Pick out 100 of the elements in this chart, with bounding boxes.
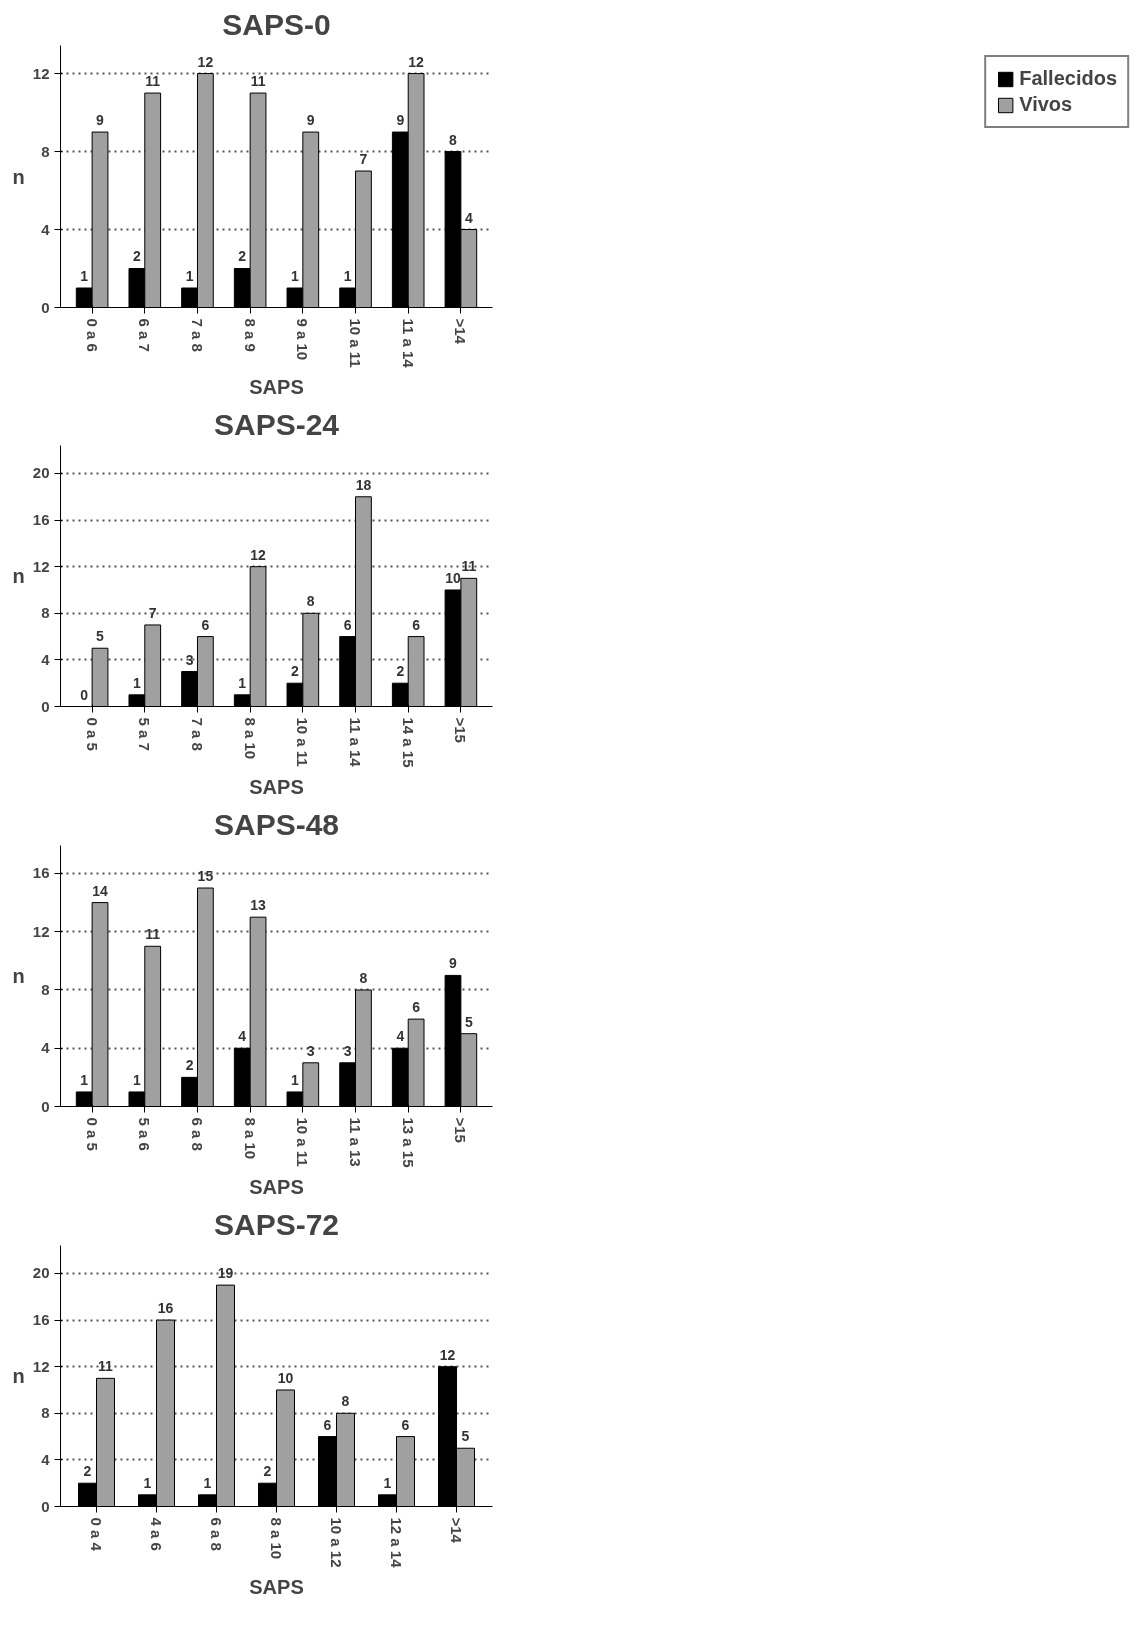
data-label: 9 xyxy=(396,112,405,129)
data-label: 5 xyxy=(464,1013,473,1030)
data-label: 2 xyxy=(291,663,300,680)
data-label: 10 xyxy=(445,569,461,586)
data-label: 15 xyxy=(197,868,214,885)
data-label: 12 xyxy=(197,53,214,70)
chart-title: SAPS-0 xyxy=(222,7,331,41)
x-tick-label: >15 xyxy=(452,1117,470,1143)
data-label: 1 xyxy=(185,267,194,284)
data-label: 4 xyxy=(238,1028,247,1045)
x-tick-label: 4 a 6 xyxy=(148,1517,165,1551)
data-label: 10 xyxy=(277,1369,294,1386)
y-tick-label: 8 xyxy=(41,980,50,998)
data-label: 8 xyxy=(341,1393,350,1410)
data-label: 12 xyxy=(408,53,425,70)
data-label: 6 xyxy=(323,1416,332,1433)
data-label: 8 xyxy=(306,593,315,610)
y-tick-label: 0 xyxy=(41,298,50,316)
data-label: 8 xyxy=(359,969,368,986)
x-tick-label: 14 a 15 xyxy=(399,717,417,768)
data-label: 7 xyxy=(148,604,157,621)
data-label: 1 xyxy=(133,1071,141,1088)
data-label: 9 xyxy=(96,112,105,129)
data-label: 7 xyxy=(359,151,368,168)
data-label: 4 xyxy=(396,1028,405,1045)
x-axis-title: SAPS xyxy=(249,1575,304,1598)
x-tick-label: 8 a 10 xyxy=(268,1517,285,1560)
x-axis-title: SAPS xyxy=(249,375,304,398)
y-tick-label: 16 xyxy=(32,511,50,529)
y-tick-label: 8 xyxy=(41,604,50,622)
x-tick-label: 11 a 14 xyxy=(347,717,365,768)
x-tick-label: 7 a 8 xyxy=(188,717,206,751)
x-tick-label: 8 a 10 xyxy=(241,1117,259,1160)
data-label: 11 xyxy=(461,558,477,575)
chart-title: SAPS-48 xyxy=(213,807,340,841)
y-tick-label: 4 xyxy=(41,1039,51,1057)
data-label: 13 xyxy=(250,897,267,914)
data-label: 18 xyxy=(355,476,372,493)
x-tick-label: 0 a 6 xyxy=(83,318,101,352)
data-label: 3 xyxy=(306,1042,315,1059)
data-label: 19 xyxy=(217,1265,234,1282)
data-label: 1 xyxy=(238,674,247,691)
x-tick-label: >14 xyxy=(448,1517,465,1544)
y-axis-title: n xyxy=(12,965,25,987)
data-label: 2 xyxy=(83,1463,92,1480)
data-label: 14 xyxy=(92,882,109,899)
y-tick-label: 20 xyxy=(32,1264,50,1282)
data-label: 1 xyxy=(133,674,141,691)
y-tick-label: 12 xyxy=(32,1357,50,1375)
y-tick-label: 8 xyxy=(41,142,50,160)
data-label: 5 xyxy=(96,628,105,645)
y-tick-label: 16 xyxy=(32,1311,50,1329)
x-tick-label: >14 xyxy=(452,318,470,345)
data-label: 6 xyxy=(412,616,421,633)
y-tick-label: 4 xyxy=(41,650,51,668)
x-tick-label: 10 a 11 xyxy=(294,1117,312,1167)
x-tick-label: >15 xyxy=(452,717,470,743)
y-axis-title: n xyxy=(12,1365,25,1387)
x-tick-label: 9 a 10 xyxy=(294,318,312,361)
y-axis-title: n xyxy=(12,565,25,587)
data-label: 6 xyxy=(201,616,210,633)
legend-label: Fallecidos xyxy=(1019,67,1117,90)
chart-title: SAPS-72 xyxy=(213,1207,340,1241)
data-label: 12 xyxy=(250,546,267,563)
data-label: 11 xyxy=(250,73,266,90)
data-label: 11 xyxy=(145,926,161,943)
x-axis-title: SAPS xyxy=(249,1175,304,1198)
y-tick-label: 4 xyxy=(41,220,51,238)
x-tick-label: 0 a 4 xyxy=(88,1517,105,1552)
data-label: 1 xyxy=(343,267,352,284)
data-label: 11 xyxy=(98,1358,114,1375)
data-label: 1 xyxy=(203,1474,212,1491)
data-label: 12 xyxy=(439,1346,456,1363)
y-tick-label: 0 xyxy=(41,1497,50,1515)
data-label: 9 xyxy=(306,112,315,129)
data-label: 2 xyxy=(396,663,405,680)
x-tick-label: 0 a 5 xyxy=(83,717,101,751)
data-label: 6 xyxy=(412,999,421,1016)
data-label: 1 xyxy=(143,1474,152,1491)
data-label: 6 xyxy=(343,616,352,633)
x-tick-label: 6 a 7 xyxy=(136,318,154,352)
x-tick-label: 10 a 11 xyxy=(347,318,365,368)
data-label: 0 xyxy=(80,686,89,703)
data-label: 8 xyxy=(449,131,458,148)
data-label: 3 xyxy=(185,651,194,668)
y-tick-label: 0 xyxy=(41,1097,50,1115)
data-label: 3 xyxy=(343,1042,352,1059)
x-tick-label: 5 a 6 xyxy=(136,1117,154,1151)
data-label: 2 xyxy=(133,248,141,265)
data-label: 2 xyxy=(263,1463,272,1480)
x-tick-label: 0 a 5 xyxy=(83,1117,101,1151)
y-tick-label: 12 xyxy=(32,64,50,82)
y-tick-label: 12 xyxy=(32,922,50,940)
data-label: 1 xyxy=(80,267,89,284)
x-axis-title: SAPS xyxy=(249,775,304,798)
y-tick-label: 0 xyxy=(41,697,50,715)
x-tick-label: 5 a 7 xyxy=(136,717,154,751)
x-tick-label: 11 a 13 xyxy=(347,1117,365,1167)
x-tick-label: 13 a 15 xyxy=(399,1117,417,1168)
data-label: 2 xyxy=(185,1057,194,1074)
